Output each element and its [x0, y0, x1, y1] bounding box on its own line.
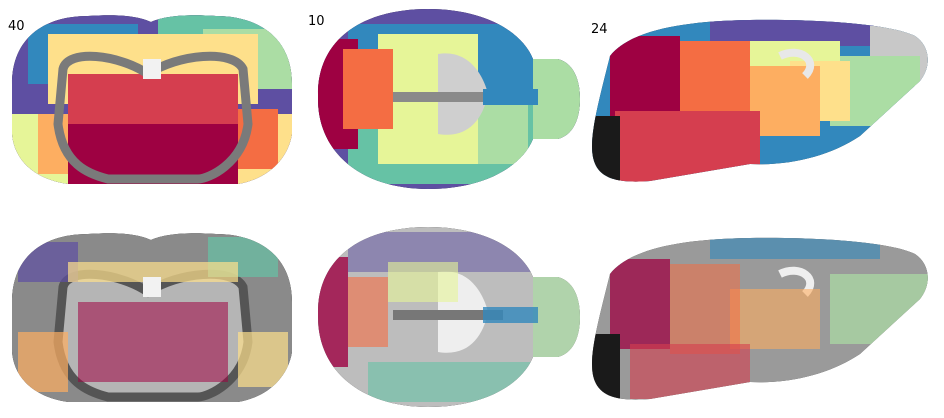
sagittal-overlay-image	[592, 237, 928, 400]
axial-parcellation-panel	[308, 4, 582, 192]
axial-overlay-image	[318, 227, 580, 407]
axial-slice-number: 10	[308, 14, 325, 29]
axial-overlay-panel	[308, 222, 582, 410]
axial-brain-image	[318, 9, 580, 189]
sagittal-parcellation-panel	[590, 16, 936, 186]
coronal-overlay-image	[12, 233, 292, 402]
sagittal-overlay-panel	[590, 234, 936, 404]
coronal-parcellation-panel	[8, 14, 296, 189]
sagittal-brain-image	[592, 19, 928, 182]
sagittal-slice-number: 24	[591, 22, 608, 37]
coronal-brain-image	[12, 15, 292, 184]
coronal-slice-number: 40	[8, 19, 25, 34]
coronal-overlay-panel	[8, 232, 296, 407]
